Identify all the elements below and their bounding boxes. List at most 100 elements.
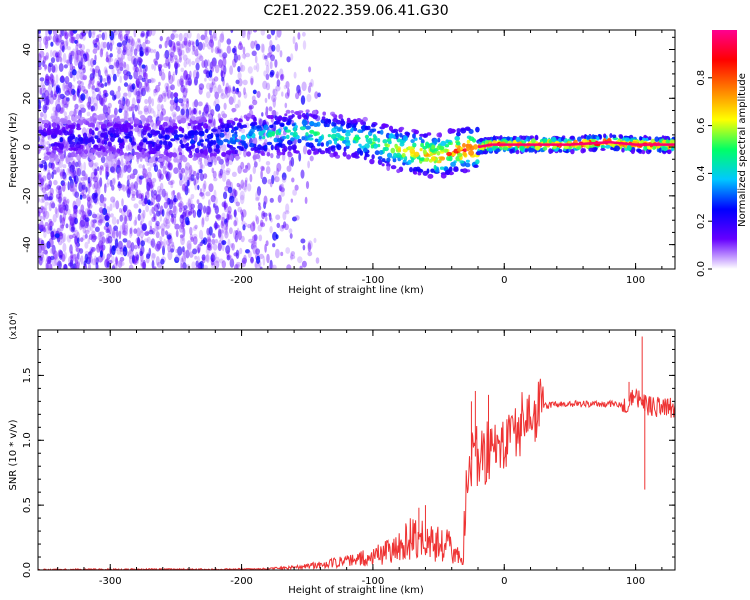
noise-cell (133, 181, 138, 191)
ridge-cell (352, 152, 357, 158)
noise-cell (175, 249, 178, 253)
noise-cell (180, 235, 186, 246)
ridge-cell (176, 115, 181, 121)
noise-cell (285, 203, 290, 213)
noise-cell (163, 201, 169, 209)
ridge-cell (83, 149, 89, 155)
noise-cell (101, 32, 106, 41)
ridge-cell (409, 148, 416, 154)
ridge-cell (331, 121, 335, 127)
noise-cell (115, 90, 121, 99)
ridge-cell (502, 146, 509, 151)
noise-cell (179, 234, 184, 239)
ridge-cell (93, 144, 99, 150)
ridge-cell (78, 149, 82, 155)
noise-cell (95, 262, 98, 269)
noise-cell (137, 110, 143, 115)
noise-cell (163, 95, 167, 103)
ridge-cell (402, 159, 407, 163)
noise-cell (61, 182, 66, 192)
noise-cell (122, 238, 128, 243)
ridge-cell (371, 154, 375, 160)
noise-cell (298, 152, 302, 162)
noise-cell (223, 65, 227, 75)
ridge-cell (316, 143, 321, 147)
noise-cell (106, 54, 112, 63)
ridge-cell (179, 139, 183, 145)
noise-cell (122, 251, 126, 256)
noise-cell (61, 98, 65, 104)
noise-cell (112, 229, 116, 239)
noise-cell (98, 90, 102, 98)
ridge-cell (530, 138, 536, 144)
noise-cell (106, 178, 110, 185)
noise-cell (123, 227, 129, 237)
noise-cell (211, 57, 217, 67)
noise-cell (230, 243, 234, 249)
noise-cell (272, 97, 276, 108)
noise-cell (255, 197, 260, 202)
noise-cell (168, 61, 171, 70)
ridge-cell (353, 136, 359, 141)
ridge-cell (276, 151, 283, 156)
noise-cell (207, 41, 212, 50)
noise-cell (122, 246, 128, 257)
ridge-cell (463, 148, 467, 153)
noise-cell (178, 56, 182, 63)
noise-cell (201, 254, 206, 261)
ridge-cell (185, 135, 192, 139)
ridge-cell (345, 142, 351, 147)
ridge-cell (331, 127, 337, 134)
noise-cell (72, 200, 77, 210)
noise-cell (188, 173, 192, 181)
ridge-cell (419, 148, 423, 152)
noise-cell (126, 174, 132, 181)
noise-cell (106, 261, 110, 268)
noise-cell (275, 234, 279, 240)
noise-cell (126, 188, 131, 198)
ridge-cell (465, 127, 471, 131)
noise-cell (61, 30, 65, 37)
noise-cell (243, 148, 247, 158)
noise-cell (274, 176, 280, 183)
noise-cell (56, 166, 60, 173)
noise-cell (42, 104, 48, 114)
noise-cell (227, 254, 232, 260)
ridge-cell (249, 143, 255, 148)
noise-cell (188, 58, 192, 67)
noise-cell (87, 185, 91, 195)
noise-cell (78, 209, 82, 215)
ridge-cell (200, 154, 206, 158)
colorbar-tick-label: 0.0 (696, 261, 707, 277)
ridge-cell (90, 148, 96, 154)
noise-cell (43, 56, 47, 61)
noise-cell (88, 203, 93, 209)
noise-cell (45, 30, 48, 38)
noise-cell (112, 163, 118, 172)
noise-cell (213, 158, 217, 166)
noise-cell (259, 266, 263, 269)
noise-cell (78, 48, 84, 57)
noise-cell (122, 69, 129, 76)
noise-cell (61, 201, 66, 207)
noise-cell (250, 243, 254, 250)
ridge-cell (440, 173, 447, 179)
noise-cell (72, 263, 77, 269)
ridge-cell (588, 147, 595, 152)
noise-cell (205, 205, 211, 215)
noise-cell (276, 71, 280, 79)
ridge-cell (586, 135, 591, 140)
noise-cell (250, 256, 254, 263)
noise-cell (164, 162, 168, 170)
ridge-cell (43, 119, 49, 125)
noise-cell (136, 81, 143, 89)
snr-y-tick-label: 0.0 (22, 562, 33, 578)
noise-cell (172, 190, 176, 196)
ridge-cell (395, 133, 399, 137)
ridge-cell (473, 164, 479, 168)
ridge-cell (180, 117, 187, 124)
ridge-cell (221, 113, 228, 119)
ridge-cell (165, 152, 170, 157)
noise-cell (94, 171, 97, 177)
noise-cell (84, 233, 88, 239)
